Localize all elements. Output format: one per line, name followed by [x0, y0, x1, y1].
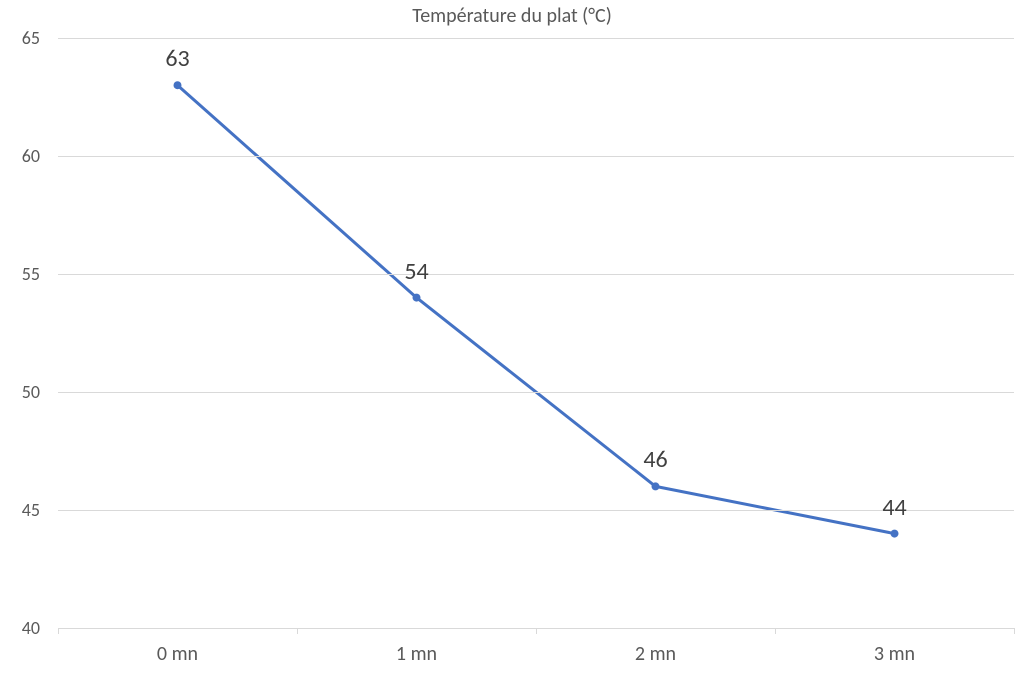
y-axis-tick-label: 40 [12, 617, 40, 639]
data-marker [413, 294, 421, 302]
series-line [178, 85, 895, 533]
chart-svg [58, 38, 1014, 628]
grid-line [58, 156, 1014, 157]
grid-line [58, 38, 1014, 39]
plot-area: 4045505560650 mn1 mn2 mn3 mn63544644 [58, 38, 1014, 628]
data-marker [174, 81, 182, 89]
grid-line [58, 274, 1014, 275]
data-marker [652, 482, 660, 490]
x-axis-tick-mark [1014, 628, 1015, 634]
x-axis-tick-label: 2 mn [635, 642, 676, 666]
x-axis-tick-mark [775, 628, 776, 634]
data-label: 54 [404, 257, 428, 286]
line-chart: Température du plat (°C) 40 45 50 55 60 65 0 m… [0, 0, 1024, 682]
data-label: 63 [165, 44, 189, 73]
grid-line [58, 392, 1014, 393]
y-axis-tick-label: 45 [12, 499, 40, 521]
data-label: 44 [882, 493, 906, 522]
data-label: 46 [643, 445, 667, 474]
y-axis-tick-label: 60 [12, 145, 40, 167]
x-axis-tick-mark [58, 628, 59, 634]
data-marker [891, 530, 899, 538]
grid-line [58, 510, 1014, 511]
y-axis-tick-label: 50 [12, 381, 40, 403]
x-axis-tick-label: 1 mn [396, 642, 437, 666]
chart-title: Température du plat (°C) [0, 4, 1024, 28]
x-axis-tick-label: 0 mn [157, 642, 198, 666]
x-axis-tick-label: 3 mn [874, 642, 915, 666]
y-axis-tick-label: 55 [12, 263, 40, 285]
x-axis-tick-mark [536, 628, 537, 634]
y-axis-tick-label: 65 [12, 27, 40, 49]
x-axis-tick-mark [297, 628, 298, 634]
